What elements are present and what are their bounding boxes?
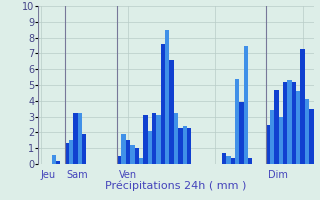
- Bar: [152, 113, 156, 164]
- Bar: [222, 153, 226, 164]
- Bar: [296, 91, 300, 164]
- Bar: [65, 143, 69, 164]
- Bar: [78, 113, 82, 164]
- Bar: [156, 115, 161, 164]
- Bar: [287, 80, 292, 164]
- Bar: [56, 161, 60, 164]
- Bar: [309, 109, 314, 164]
- Bar: [165, 30, 170, 164]
- Bar: [279, 117, 283, 164]
- Text: Sam: Sam: [67, 170, 88, 180]
- Text: Dim: Dim: [268, 170, 288, 180]
- Bar: [270, 110, 274, 164]
- Bar: [134, 148, 139, 164]
- Bar: [174, 113, 178, 164]
- Bar: [187, 128, 191, 164]
- Text: Ven: Ven: [119, 170, 137, 180]
- Bar: [182, 126, 187, 164]
- Bar: [69, 140, 73, 164]
- Bar: [244, 46, 248, 164]
- Bar: [248, 158, 252, 164]
- Bar: [130, 145, 134, 164]
- Bar: [266, 124, 270, 164]
- Bar: [139, 158, 143, 164]
- Bar: [143, 115, 148, 164]
- Bar: [126, 140, 130, 164]
- X-axis label: Précipitations 24h ( mm ): Précipitations 24h ( mm ): [105, 181, 247, 191]
- Bar: [82, 134, 86, 164]
- Bar: [161, 44, 165, 164]
- Text: Jeu: Jeu: [41, 170, 56, 180]
- Bar: [170, 60, 174, 164]
- Bar: [231, 158, 235, 164]
- Bar: [239, 102, 244, 164]
- Bar: [305, 99, 309, 164]
- Bar: [73, 113, 78, 164]
- Bar: [283, 82, 287, 164]
- Bar: [117, 156, 121, 164]
- Bar: [148, 131, 152, 164]
- Bar: [235, 79, 239, 164]
- Bar: [274, 90, 279, 164]
- Bar: [300, 49, 305, 164]
- Bar: [121, 134, 126, 164]
- Bar: [226, 156, 231, 164]
- Bar: [292, 82, 296, 164]
- Bar: [178, 128, 182, 164]
- Bar: [52, 155, 56, 164]
